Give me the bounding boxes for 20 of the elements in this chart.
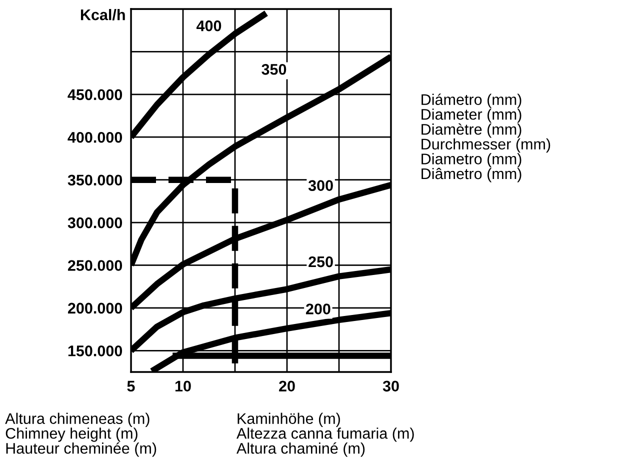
y-tick-label: 350.000 — [68, 174, 122, 186]
y-tick-label: 300.000 — [68, 217, 122, 228]
text: Kaminhöhe (m) Altezza canna fumaria (m) Altura chaminé (m) — [236, 412, 414, 457]
text: Altura chimeneas (m) Chimney height (m) Hauteur cheminée (m) — [5, 412, 156, 457]
y-tick-label: 400.000 — [68, 132, 122, 143]
series-label: 200 — [306, 304, 330, 314]
y-tick-label: 450.000 — [68, 89, 122, 100]
y-axis-title: Kcal/h — [80, 9, 125, 20]
x-tick-label: 20 — [279, 380, 295, 392]
series-label: 400 — [196, 20, 222, 32]
y-tick-label: 250.000 — [68, 260, 122, 271]
x-tick-label: 5 — [127, 380, 135, 392]
x-tick-label: 30 — [382, 380, 399, 392]
series-label: 300 — [308, 180, 333, 191]
x-tick-label: 10 — [175, 380, 191, 392]
y-tick-label: 200.000 — [68, 302, 122, 314]
series-label: 250 — [308, 256, 333, 268]
y-tick-label: 150.000 — [68, 346, 122, 356]
text: Diámetro (mm) Diameter (mm) Diamètre (mm) Durchmesser (mm) Diametro (mm) Diâmetro (mm) — [422, 94, 550, 182]
text: 350 — [262, 64, 286, 75]
